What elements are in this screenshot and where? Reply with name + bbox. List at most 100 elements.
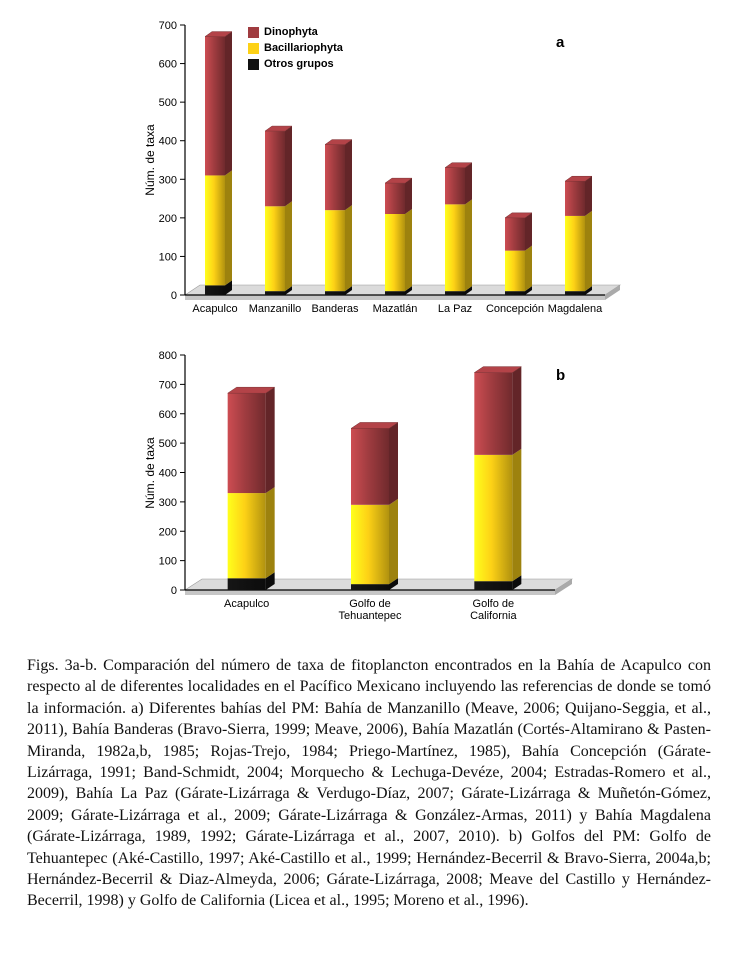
bar-segment-side: [389, 578, 398, 590]
bar-segment-side: [345, 139, 352, 211]
bar-segment: [505, 217, 525, 251]
bar-segment: [445, 291, 465, 295]
bar-segment: [325, 291, 345, 295]
bar-segment-side: [225, 170, 232, 286]
bar-segment-side: [389, 422, 398, 505]
y-axis-title: Núm. de taxa: [143, 124, 157, 196]
bar-segment: [205, 285, 225, 295]
bar-segment-side: [265, 387, 275, 494]
bar-segment: [351, 428, 389, 505]
bar-segment: [205, 175, 225, 286]
bar-segment-side: [389, 498, 398, 585]
category-label: La Paz: [438, 303, 472, 315]
y-tick-label: 600: [159, 409, 177, 421]
bar-segment: [565, 291, 585, 295]
bar-segment: [474, 454, 513, 582]
bar-segment: [445, 204, 465, 292]
y-tick-label: 200: [159, 213, 177, 225]
bar-top: [444, 162, 473, 168]
bar-segment-side: [285, 201, 292, 292]
bar-segment-side: [225, 31, 232, 176]
bar-segment-side: [512, 366, 522, 455]
bar-segment-side: [285, 286, 292, 295]
category-label: Magdalena: [548, 303, 603, 315]
bar-segment: [227, 578, 266, 590]
legend-label: Otros grupos: [264, 58, 334, 70]
legend-label: Dinophyta: [264, 26, 318, 38]
category-label: Manzanillo: [249, 303, 302, 315]
bar-segment-side: [285, 126, 292, 207]
bar-segment: [385, 291, 405, 295]
legend-swatch: [248, 26, 259, 38]
y-tick-label: 600: [159, 59, 177, 71]
bar-top: [504, 212, 533, 219]
bar-top: [473, 366, 523, 373]
bar-segment: [227, 493, 266, 579]
bar-top: [226, 386, 276, 394]
bar-top: [350, 422, 399, 429]
bar-segment: [385, 214, 405, 292]
category-label: Golfo de California: [470, 598, 517, 622]
bar-segment-side: [345, 286, 352, 295]
y-tick-label: 200: [159, 526, 177, 538]
bar-segment: [565, 181, 585, 216]
y-tick-label: 300: [159, 174, 177, 186]
bar-segment: [325, 144, 345, 211]
bar-segment-side: [512, 448, 522, 582]
bar-segment-side: [225, 280, 232, 295]
bar-segment-side: [465, 199, 472, 292]
y-tick-label: 300: [159, 497, 177, 509]
bar-segment: [265, 206, 285, 292]
bar-segment: [325, 210, 345, 292]
bar-segment-side: [405, 209, 412, 292]
bar-segment-side: [405, 286, 412, 295]
bar-segment-side: [585, 210, 592, 292]
category-label: Concepción: [486, 303, 544, 315]
y-tick-label: 0: [171, 585, 177, 597]
bar-segment: [351, 584, 389, 590]
figure-caption: Figs. 3a-b. Comparación del número de ta…: [27, 657, 711, 910]
bar-segment: [205, 36, 225, 176]
bar-segment: [505, 291, 525, 295]
bar-segment: [227, 393, 266, 494]
chart-panel-b: 0 100 200 300 400 500 600 700 800 Acapulco Golfo d…: [0, 345, 736, 640]
y-tick-label: 700: [159, 379, 177, 391]
floor-front: [185, 590, 555, 595]
bar-segment-side: [465, 162, 472, 205]
floor-front: [185, 295, 605, 300]
legend-swatch: [248, 42, 259, 54]
bar-segment: [351, 504, 389, 585]
legend-item: Dinophyta: [248, 26, 343, 38]
legend-label: Bacillariophyta: [264, 42, 343, 54]
bar-segment: [474, 372, 513, 455]
bar-segment-side: [265, 487, 275, 579]
category-label: Acapulco: [192, 303, 237, 315]
y-tick-label: 100: [159, 556, 177, 568]
bar-segment-side: [585, 176, 592, 216]
panel-label-b: b: [556, 367, 566, 384]
y-tick-label: 400: [159, 136, 177, 148]
bar-segment-side: [345, 205, 352, 292]
bar-top: [384, 177, 413, 184]
category-label: Banderas: [311, 303, 359, 315]
bar-segment: [565, 215, 585, 292]
bar-segment-side: [525, 212, 532, 251]
bar-segment: [265, 131, 285, 207]
legend-swatch: [248, 58, 259, 70]
legend: Dinophyta Bacillariophyta Otros grupos: [248, 26, 343, 70]
category-label: Golfo de Tehuantepec: [339, 598, 402, 622]
y-tick-label: 100: [159, 251, 177, 263]
category-label: Acapulco: [224, 598, 269, 610]
category-label: Mazatlán: [373, 303, 418, 315]
y-tick-label: 700: [159, 20, 177, 32]
chart-a-canvas: 0 100 200 300 400 500 600 700 Acapulco Manzanillo…: [159, 20, 621, 315]
bar-top: [264, 125, 293, 132]
y-tick-label: 400: [159, 468, 177, 480]
bar-top: [204, 31, 233, 37]
bar-segment: [445, 167, 465, 205]
chart-panel-a: 0 100 200 300 400 500 600 700 Acapulco Manzanillo…: [0, 12, 736, 342]
y-tick-label: 0: [171, 290, 177, 302]
bar-segment-side: [585, 286, 592, 295]
y-tick-label: 800: [159, 350, 177, 362]
